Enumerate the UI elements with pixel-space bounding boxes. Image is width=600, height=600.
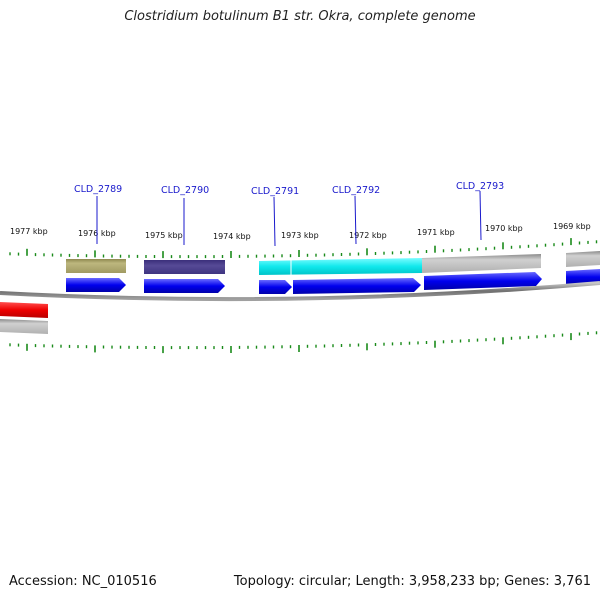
cds-arrow[interactable] [66, 278, 126, 292]
feature-bar-grey-edge[interactable] [566, 251, 600, 267]
cds-arrow[interactable] [293, 278, 421, 294]
feature-bar-red[interactable] [0, 302, 48, 318]
gene-label-cld-2791[interactable]: CLD_2791 [251, 186, 299, 197]
scale-label: 1971 kbp [417, 228, 455, 237]
scale-label: 1970 kbp [485, 224, 523, 233]
cds-track [66, 269, 600, 294]
feature-bar-olive[interactable] [66, 259, 126, 273]
feature-bar-grey-inner[interactable] [0, 319, 48, 334]
gene-label-cld-2792[interactable]: CLD_2792 [332, 185, 380, 196]
gene-labels: CLD_2789 CLD_2790 CLD_2791 CLD_2792 CLD_… [74, 181, 504, 247]
cds-arrow[interactable] [424, 272, 542, 290]
gene-label-cld-2789[interactable]: CLD_2789 [74, 184, 122, 195]
scale-ticks-inner [9, 331, 598, 354]
cds-arrow[interactable] [566, 269, 600, 285]
genome-backbone [0, 281, 600, 302]
genome-stats-text: Topology: circular; Length: 3,958,233 bp… [233, 574, 591, 589]
scale-label: 1974 kbp [213, 232, 251, 241]
scale-label: 1975 kbp [145, 231, 183, 240]
scale-label: 1973 kbp [281, 231, 319, 240]
feature-bar-grey[interactable] [422, 254, 541, 273]
feature-bar-purple[interactable] [144, 260, 225, 274]
scale-label: 1969 kbp [553, 222, 591, 231]
cds-arrow[interactable] [259, 280, 292, 294]
feature-bar-cyan[interactable] [259, 258, 422, 275]
feature-track-outer [66, 251, 600, 275]
scale-ticks-outer [9, 238, 598, 259]
gene-leader-line [479, 190, 482, 241]
map-title: Clostridium botulinum B1 str. Okra, comp… [124, 9, 476, 24]
gene-leader-line [354, 195, 357, 245]
feature-track-inner [0, 302, 48, 334]
gene-leader-line [273, 196, 276, 247]
gene-label-cld-2793[interactable]: CLD_2793 [456, 181, 504, 192]
accession-text: Accession: NC_010516 [9, 574, 157, 589]
gene-label-cld-2790[interactable]: CLD_2790 [161, 185, 209, 196]
scale-label: 1977 kbp [10, 227, 48, 236]
scale-label: 1972 kbp [349, 231, 387, 240]
cds-arrow[interactable] [144, 279, 225, 293]
